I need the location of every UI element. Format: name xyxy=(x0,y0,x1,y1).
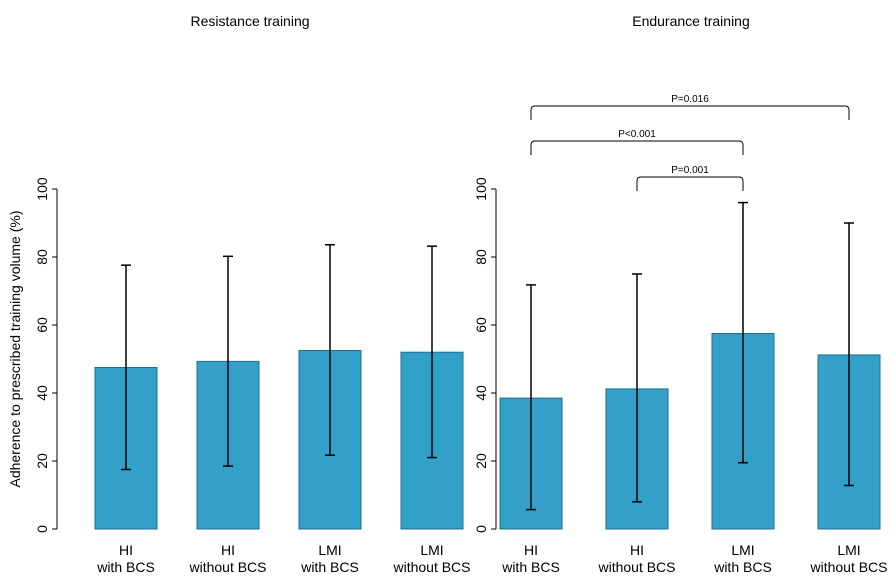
y-tick-label: 40 xyxy=(473,385,489,401)
x-tick-label: LMI xyxy=(318,542,341,558)
y-tick-label: 20 xyxy=(473,453,489,469)
y-tick-label: 0 xyxy=(34,525,50,533)
p-value-label: P<0.001 xyxy=(618,129,656,140)
significance-bracket xyxy=(530,140,744,155)
y-tick-label: 100 xyxy=(473,177,489,201)
x-tick-label: with BCS xyxy=(713,559,772,575)
x-tick-label: LMI xyxy=(837,542,860,558)
x-tick-label: HI xyxy=(630,542,644,558)
significance-bracket xyxy=(530,105,850,120)
p-value-label: P=0.016 xyxy=(671,94,709,105)
x-tick-label: without BCS xyxy=(809,559,887,575)
significance-bracket xyxy=(636,176,744,191)
y-tick-label: 60 xyxy=(34,317,50,333)
y-tick-label: 100 xyxy=(34,177,50,201)
y-tick-label: 40 xyxy=(34,385,50,401)
x-tick-label: LMI xyxy=(731,542,754,558)
x-tick-label: HI xyxy=(119,542,133,558)
chart-panel-1: Resistance training 0 20 40 60 80 100 Adherence… xyxy=(7,13,471,575)
x-tick-label: with BCS xyxy=(96,559,155,575)
chart-title: Resistance training xyxy=(190,13,309,29)
x-tick-label: HI xyxy=(221,542,235,558)
x-tick-label: HI xyxy=(524,542,538,558)
chart-title: Endurance training xyxy=(632,13,750,29)
p-value-label: P=0.001 xyxy=(671,165,709,176)
x-tick-label: LMI xyxy=(420,542,443,558)
x-tick-label: without BCS xyxy=(597,559,675,575)
x-tick-label: with BCS xyxy=(300,559,359,575)
x-tick-label: without BCS xyxy=(188,559,266,575)
y-tick-label: 20 xyxy=(34,453,50,469)
y-tick-label: 60 xyxy=(473,317,489,333)
y-axis-label: Adherence to prescribed training volume … xyxy=(7,210,23,487)
y-tick-label: 80 xyxy=(34,249,50,265)
x-tick-label: with BCS xyxy=(501,559,560,575)
y-tick-label: 80 xyxy=(473,249,489,265)
x-tick-label: without BCS xyxy=(392,559,470,575)
y-tick-label: 0 xyxy=(473,525,489,533)
